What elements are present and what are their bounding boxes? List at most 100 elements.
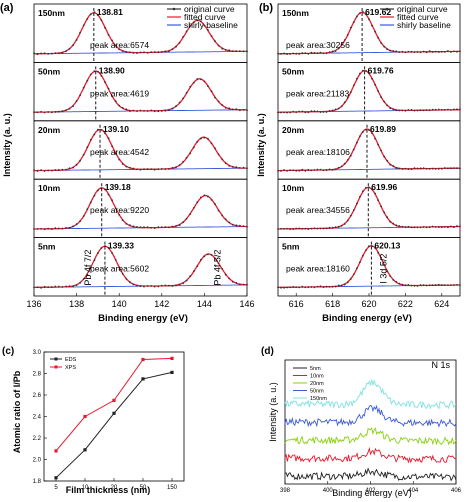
b-point: [440, 284, 443, 286]
b-point: [346, 281, 349, 284]
d-legend-text: 150nm: [310, 396, 327, 402]
a-point: [68, 107, 71, 110]
b-point: [316, 110, 319, 113]
a-point: [143, 168, 145, 171]
b-point: [407, 50, 410, 53]
b-annotation-i3d52: I 3d 5/2: [378, 254, 388, 284]
b-point: [349, 214, 352, 217]
a-point: [189, 25, 192, 28]
b-point: [416, 285, 419, 287]
panel-c: (c) Atomic ratio of I/Pb Film thickness …: [2, 346, 185, 495]
a-point: [164, 50, 167, 53]
b-point: [301, 168, 304, 171]
a-peak-area: peak area:4619: [90, 88, 149, 98]
c-series-line-XPS: [55, 357, 173, 452]
b-point: [459, 284, 461, 286]
b-point: [301, 285, 304, 288]
b-point: [337, 166, 340, 169]
a-point: [65, 109, 67, 112]
a-point: [189, 213, 192, 216]
a-point: [93, 70, 96, 73]
a-point: [104, 81, 106, 84]
c-legend-text: XPS: [65, 365, 76, 371]
a-point: [104, 245, 106, 247]
a-point: [221, 268, 224, 270]
panel-c-xlabel: Film thickness (nm): [66, 485, 151, 495]
a-point: [235, 50, 238, 52]
b-point: [392, 50, 395, 52]
a-point: [36, 286, 39, 289]
b-point: [443, 226, 446, 228]
a-point: [175, 45, 177, 48]
a-point: [246, 50, 248, 53]
a-point: [33, 228, 35, 230]
a-peak-value: 138.81: [97, 7, 123, 17]
b-point: [340, 224, 343, 227]
a-point: [121, 219, 124, 222]
b-point: [349, 91, 352, 93]
a-point: [157, 285, 160, 288]
a-point: [217, 262, 220, 265]
b-point: [413, 226, 416, 229]
b-point: [434, 108, 437, 111]
d-legend-text: 20nm: [310, 381, 324, 387]
b-point: [453, 108, 455, 111]
b-point: [425, 226, 428, 229]
a-annotation-pb-4f52: Pb 4f 5/2: [213, 250, 223, 286]
b-point: [340, 105, 343, 108]
b-point: [450, 109, 452, 111]
b-point: [334, 50, 337, 52]
b-point: [334, 168, 337, 171]
a-point: [160, 110, 163, 112]
a-point: [33, 169, 35, 171]
c-xtick-label: 50: [140, 485, 147, 491]
b-point: [352, 84, 355, 87]
b-point: [404, 167, 407, 170]
b-point: [392, 108, 395, 111]
a-point: [235, 282, 238, 284]
a-point: [33, 52, 35, 55]
b-sample-label: 150nm: [282, 8, 309, 18]
b-point: [277, 170, 279, 172]
b-point: [401, 283, 404, 286]
a-point: [171, 167, 174, 169]
b-point: [310, 169, 313, 172]
a-point: [118, 48, 121, 51]
b-point: [440, 167, 443, 170]
b-point: [413, 167, 416, 170]
b-point: [377, 251, 379, 254]
a-point: [146, 110, 149, 112]
a-point: [239, 50, 241, 53]
a-point: [175, 284, 177, 287]
b-point: [313, 227, 316, 230]
d-xtick-label: 400: [323, 488, 334, 494]
a-point: [47, 286, 50, 288]
a-point: [111, 39, 113, 42]
b-point: [352, 148, 355, 151]
b-point: [362, 131, 364, 133]
b-point: [407, 284, 410, 286]
a-point: [89, 73, 92, 76]
a-point: [178, 42, 181, 44]
c-ytick-label: 1.8: [33, 479, 42, 485]
a-point: [50, 111, 53, 114]
b-point: [316, 168, 319, 171]
a-point: [104, 132, 106, 135]
a-point: [36, 111, 39, 114]
a-point: [107, 193, 110, 196]
b-point: [389, 49, 392, 52]
a-point: [104, 188, 106, 191]
a-point: [97, 14, 99, 17]
c-plot-frame: [43, 351, 185, 482]
a-point: [68, 285, 71, 288]
b-peak-value: 619.89: [370, 124, 396, 134]
b-original-points-50nm: [277, 69, 461, 114]
a-point: [228, 165, 231, 167]
a-point: [139, 285, 142, 288]
a-point: [57, 285, 60, 288]
a-point: [157, 168, 160, 171]
a-point: [143, 285, 145, 288]
b-point: [459, 167, 461, 170]
b-point: [289, 169, 291, 172]
